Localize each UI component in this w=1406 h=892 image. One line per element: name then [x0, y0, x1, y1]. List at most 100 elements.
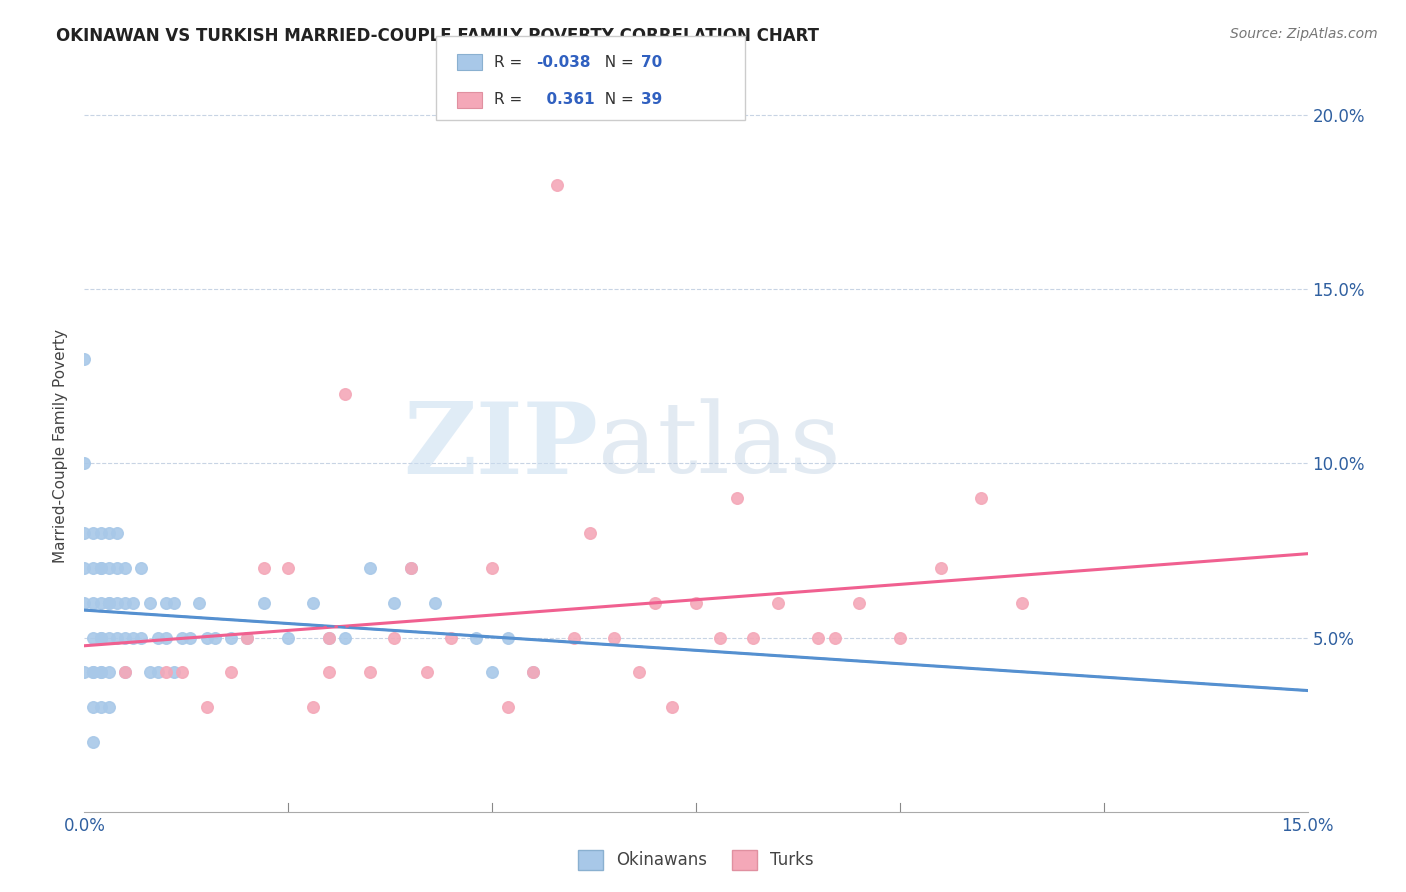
Text: N =: N = [595, 55, 638, 70]
Point [82, 526, 104, 541]
Text: 70: 70 [641, 55, 662, 70]
Point [179, 631, 201, 645]
Point [114, 665, 136, 680]
Point [195, 700, 218, 714]
Point [807, 631, 830, 645]
Point [661, 700, 683, 714]
Point [1011, 596, 1033, 610]
Text: Source: ZipAtlas.com: Source: ZipAtlas.com [1230, 27, 1378, 41]
Point [498, 700, 520, 714]
Point [929, 561, 952, 575]
Point [97, 665, 120, 680]
Point [172, 665, 194, 680]
Point [219, 665, 242, 680]
Point [423, 596, 446, 610]
Point [90, 631, 112, 645]
Point [97, 596, 120, 610]
Point [359, 665, 381, 680]
Point [579, 526, 602, 541]
Point [481, 561, 503, 575]
Point [824, 631, 846, 645]
Point [90, 596, 112, 610]
Point [970, 491, 993, 506]
Point [709, 631, 731, 645]
Point [155, 665, 177, 680]
Text: R =: R = [494, 93, 527, 107]
Point [90, 665, 112, 680]
Point [335, 386, 357, 401]
Point [105, 631, 128, 645]
Point [82, 596, 104, 610]
Point [105, 561, 128, 575]
Point [685, 596, 707, 610]
Point [219, 631, 242, 645]
Point [522, 665, 544, 680]
Point [82, 631, 104, 645]
Point [464, 631, 486, 645]
Point [889, 631, 911, 645]
Point [138, 665, 160, 680]
Point [90, 631, 112, 645]
Point [146, 665, 169, 680]
Legend: Okinawans, Turks: Okinawans, Turks [571, 843, 821, 877]
Text: R =: R = [494, 55, 527, 70]
Point [73, 561, 96, 575]
Point [90, 561, 112, 575]
Point [114, 631, 136, 645]
Point [90, 561, 112, 575]
Text: 0.361: 0.361 [536, 93, 595, 107]
Point [440, 631, 463, 645]
Point [105, 526, 128, 541]
Point [335, 631, 357, 645]
Point [73, 665, 96, 680]
Point [73, 457, 96, 471]
Point [97, 526, 120, 541]
Y-axis label: Married-Couple Family Poverty: Married-Couple Family Poverty [53, 329, 69, 563]
Point [627, 665, 650, 680]
Point [90, 526, 112, 541]
Point [277, 561, 299, 575]
Point [114, 665, 136, 680]
Point [97, 596, 120, 610]
Point [399, 561, 422, 575]
Point [122, 631, 145, 645]
Point [73, 351, 96, 366]
Point [481, 665, 503, 680]
Point [131, 561, 153, 575]
Point [114, 561, 136, 575]
Point [236, 631, 259, 645]
Point [73, 526, 96, 541]
Text: atlas: atlas [598, 398, 841, 494]
Point [301, 700, 323, 714]
Point [766, 596, 789, 610]
Point [416, 665, 439, 680]
Point [163, 596, 186, 610]
Point [204, 631, 226, 645]
Point [253, 561, 276, 575]
Text: OKINAWAN VS TURKISH MARRIED-COUPLE FAMILY POVERTY CORRELATION CHART: OKINAWAN VS TURKISH MARRIED-COUPLE FAMIL… [56, 27, 820, 45]
Point [97, 631, 120, 645]
Point [155, 631, 177, 645]
Point [253, 596, 276, 610]
Point [742, 631, 765, 645]
Text: N =: N = [595, 93, 638, 107]
Point [359, 561, 381, 575]
Point [73, 596, 96, 610]
Point [82, 735, 104, 749]
Point [138, 596, 160, 610]
Point [146, 631, 169, 645]
Point [155, 596, 177, 610]
Point [90, 665, 112, 680]
Point [82, 700, 104, 714]
Point [318, 631, 340, 645]
Point [382, 631, 405, 645]
Point [163, 665, 186, 680]
Point [195, 631, 218, 645]
Point [562, 631, 585, 645]
Point [399, 561, 422, 575]
Point [848, 596, 870, 610]
Point [172, 631, 194, 645]
Point [105, 596, 128, 610]
Point [318, 665, 340, 680]
Point [546, 178, 568, 192]
